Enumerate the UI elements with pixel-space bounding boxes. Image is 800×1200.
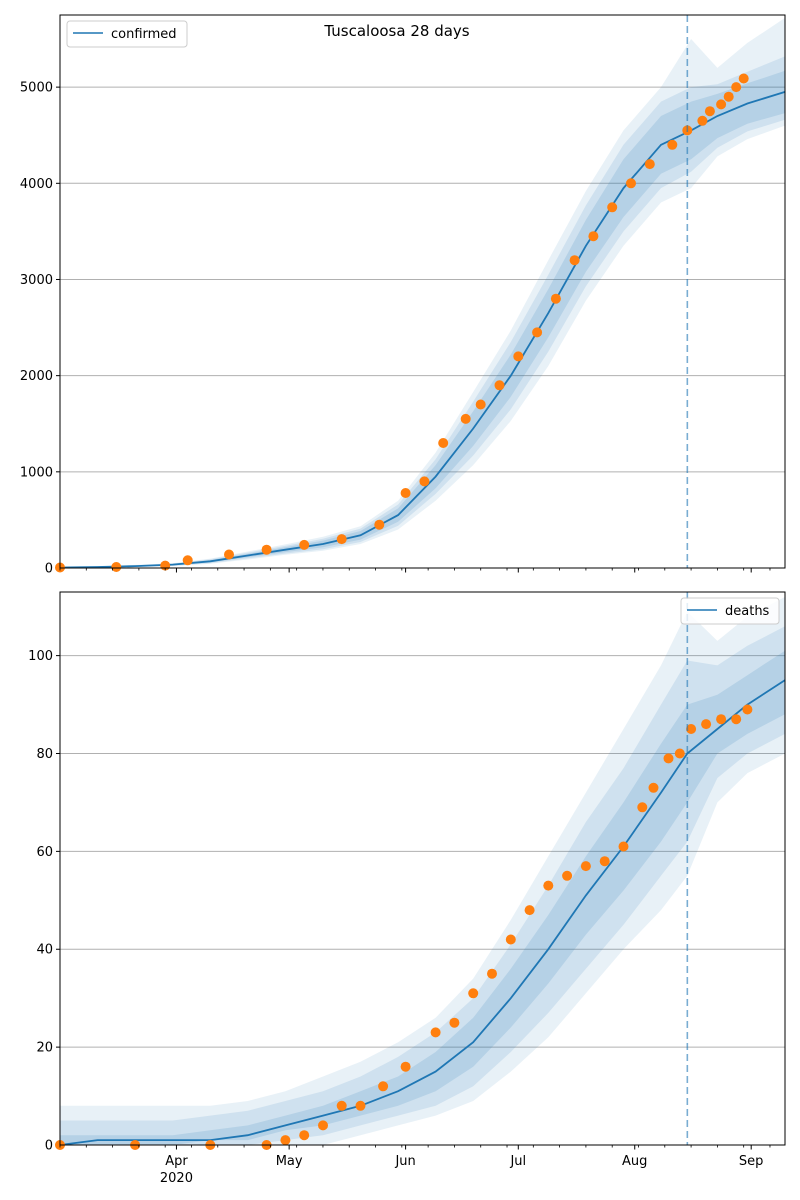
deaths-observed-point: [336, 1100, 347, 1111]
deaths-observed-point: [318, 1120, 328, 1131]
confirmed-observed-point: [336, 534, 347, 545]
legend-label-confirmed: confirmed: [111, 27, 177, 42]
confirmed-observed-point: [374, 519, 385, 530]
confirmed-observed-point: [400, 488, 411, 498]
deaths-legend: deaths: [680, 597, 780, 625]
y-tick-label: 5000: [20, 81, 53, 96]
deaths-observed-point: [637, 802, 648, 813]
legend-label-deaths: deaths: [725, 604, 770, 619]
confirmed-observed-point: [723, 91, 734, 102]
confirmed-legend: confirmed: [66, 20, 188, 48]
deaths-observed-point: [524, 905, 535, 916]
confirmed-observed-point: [716, 99, 727, 110]
confirmed-observed-point: [438, 438, 449, 448]
confirmed-observed-point: [738, 73, 749, 84]
y-tick-label: 0: [45, 562, 53, 577]
confirmed-observed-point: [607, 202, 618, 213]
confirmed-observed-point: [475, 399, 486, 410]
deaths-observed-point: [430, 1027, 441, 1038]
deaths-band-outer: [60, 596, 785, 1145]
x-axis-labels: Apr 2020 May Jun Jul Aug Sep: [160, 1154, 764, 1186]
confirmed-observed-point: [731, 82, 742, 93]
confirmed-observed-point: [704, 106, 715, 117]
confirmed-observed-point: [667, 139, 678, 150]
y-tick-label: 3000: [20, 273, 53, 288]
y-tick-label: 2000: [20, 369, 53, 384]
deaths-observed-point: [299, 1130, 310, 1141]
confirmed-observed-point: [550, 293, 561, 304]
deaths-band-mid: [60, 626, 785, 1145]
confirmed-observed-point: [513, 351, 524, 362]
deaths-observed-point: [742, 704, 753, 715]
y-tick-label: 60: [36, 845, 53, 860]
deaths-observed-point: [663, 753, 674, 764]
x-tick-label: Jul: [509, 1154, 526, 1169]
deaths-observed-point: [505, 934, 516, 945]
y-tick-label: 0: [45, 1139, 53, 1154]
confirmed-band-inner: [60, 70, 785, 568]
deaths-band-inner: [60, 650, 785, 1145]
deaths-observed-point: [701, 719, 712, 730]
x-tick-label: Apr: [165, 1154, 188, 1169]
deaths-observed-point: [400, 1061, 411, 1072]
confirmed-band-mid: [60, 56, 785, 568]
x-tick-label: Jun: [394, 1154, 415, 1169]
confirmed-observed-point: [644, 159, 655, 170]
legend-box: [66, 20, 188, 48]
deaths-observed-point: [580, 861, 591, 872]
deaths-observed-point: [731, 714, 742, 725]
deaths-observed-point: [599, 856, 610, 867]
confirmed-observed-point: [182, 555, 193, 566]
confirmed-observed-point: [419, 476, 430, 487]
confirmed-observed-point: [261, 544, 272, 555]
deaths-panel: 0 20 40 60 80 100: [28, 591, 786, 1154]
y-tick-label: 100: [28, 649, 53, 664]
confirmed-observed-point: [588, 231, 599, 242]
x-tick-sublabel: 2020: [160, 1171, 193, 1186]
confirmed-band-outer: [60, 17, 785, 568]
deaths-observed-point: [355, 1100, 366, 1111]
x-tick-label: Sep: [739, 1154, 764, 1169]
deaths-observed-point: [716, 714, 727, 725]
confirmed-observed-point: [111, 562, 122, 572]
y-tick-label: 40: [36, 943, 53, 958]
deaths-observed-point: [686, 724, 697, 734]
confirmed-observed-point: [626, 178, 636, 189]
y-tick-label: 20: [36, 1041, 53, 1056]
confirmed-observed-point: [697, 115, 708, 126]
confirmed-observed-point: [494, 380, 505, 391]
confirmed-observed-point: [224, 549, 234, 560]
x-tick-label: Aug: [622, 1154, 647, 1169]
deaths-model-line: [59, 679, 786, 1146]
y-tick-label: 4000: [20, 177, 53, 192]
axes-frame: [59, 591, 786, 1146]
legend-box: [680, 597, 780, 625]
deaths-observed-point: [280, 1135, 291, 1146]
deaths-observed-point: [468, 988, 479, 999]
y-tick-label: 1000: [20, 465, 53, 480]
y-tick-label: 80: [36, 747, 53, 762]
x-tick-label: May: [276, 1154, 303, 1169]
deaths-observed-point: [449, 1017, 460, 1028]
deaths-observed-point: [648, 782, 659, 793]
confirmed-panel: 0 1000 2000 3000 4000 5000: [20, 14, 786, 577]
confirmed-observed-point: [569, 255, 580, 266]
deaths-observed-point: [618, 841, 629, 852]
confirmed-observed-point: [460, 413, 471, 424]
axes-frame: [59, 14, 786, 569]
figure-title: Tuscaloosa 28 days: [323, 22, 469, 40]
confirmed-observed-point: [299, 539, 310, 550]
deaths-observed-point: [543, 880, 554, 891]
confirmed-observed-point: [532, 327, 543, 338]
deaths-observed-point: [562, 870, 573, 881]
deaths-observed-point: [487, 968, 497, 979]
deaths-observed-point: [378, 1081, 389, 1092]
deaths-observed-point: [674, 748, 685, 759]
